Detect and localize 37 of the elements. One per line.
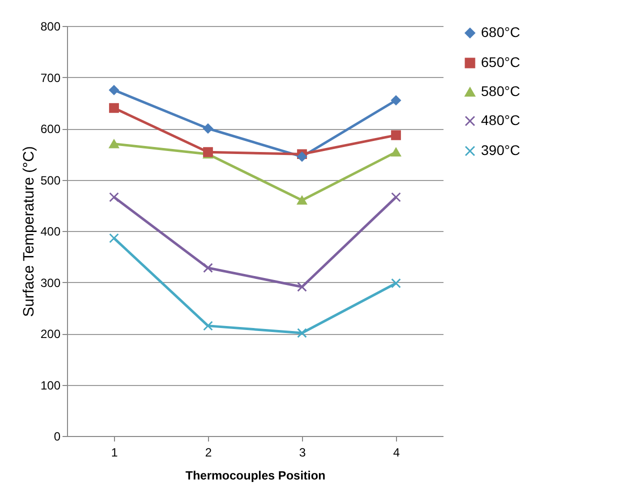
point bbox=[391, 130, 401, 140]
point bbox=[391, 192, 401, 202]
point bbox=[203, 320, 213, 331]
y-tick-label: 200 bbox=[40, 327, 61, 341]
x-tick-label: 3 bbox=[299, 446, 306, 460]
y-tick-label: 0 bbox=[54, 430, 61, 444]
y-tick-label: 300 bbox=[40, 276, 61, 290]
point bbox=[391, 278, 401, 288]
x-axis-title: Thermocouples Position bbox=[185, 468, 326, 482]
legend-label: 650°C bbox=[481, 54, 520, 70]
y-tick-label: 800 bbox=[40, 20, 61, 34]
y-tick-label: 600 bbox=[40, 122, 61, 136]
point bbox=[109, 103, 119, 113]
point bbox=[109, 85, 119, 95]
point bbox=[297, 282, 307, 292]
point bbox=[297, 196, 307, 205]
y-tick-label: 500 bbox=[40, 173, 61, 188]
point bbox=[109, 140, 119, 148]
legend-label: 680°C bbox=[481, 24, 520, 40]
y-tick-label: 400 bbox=[40, 224, 61, 238]
y-tick-label: 700 bbox=[40, 70, 61, 85]
x-tick-label: 4 bbox=[393, 446, 400, 460]
y-tick-label: 100 bbox=[40, 378, 61, 392]
x-tick-label: 2 bbox=[205, 446, 212, 460]
x-tick-label: 1 bbox=[111, 446, 118, 460]
point bbox=[203, 124, 213, 134]
legend-label: 580°C bbox=[481, 83, 520, 99]
point bbox=[203, 262, 213, 273]
point bbox=[391, 95, 401, 106]
legend-label: 480°C bbox=[481, 112, 520, 128]
legend-label: 390°C bbox=[481, 142, 520, 158]
point bbox=[297, 152, 307, 162]
point bbox=[391, 148, 401, 156]
point bbox=[109, 233, 119, 244]
point bbox=[297, 328, 307, 338]
point bbox=[109, 192, 119, 202]
y-axis-title: Surface Temperature (°C) bbox=[20, 146, 38, 317]
